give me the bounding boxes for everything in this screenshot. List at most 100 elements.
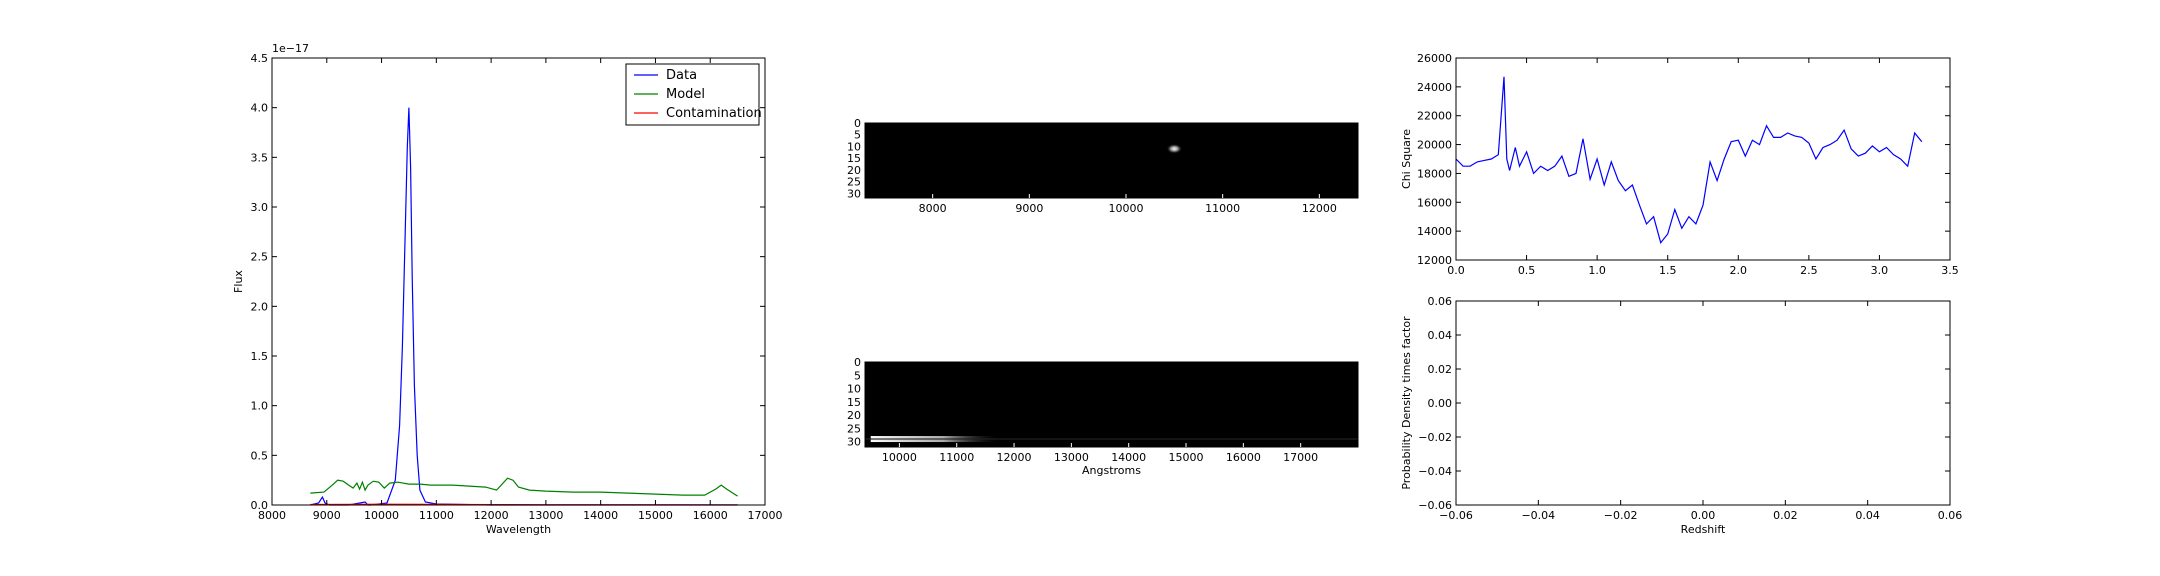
spectrum-ytick-label: 4.0 [251,102,269,115]
chi-square-ytick-label: 18000 [1417,167,1452,180]
image-bottom-faint-band [865,438,1358,441]
chi-square-ytick-label: 22000 [1417,110,1452,123]
image-bottom-xtick-label: 11000 [939,451,974,464]
image-bottom-xtick-label: 13000 [1054,451,1089,464]
chi-square-xtick-label: 0.5 [1518,264,1536,277]
image-bottom-ytick-label: 15 [847,396,861,409]
chi-square-xtick-label: 1.5 [1659,264,1677,277]
chi-square-axes [1455,57,1951,261]
image-top-ytick-label: 10 [847,140,861,153]
chi-square-ytick-label: 24000 [1417,81,1452,94]
legend-label-contamination: Contamination [666,106,762,121]
chi-square-xtick-label: 2.5 [1800,264,1818,277]
image-top-xtick-label: 9000 [1015,202,1043,215]
spectrum-xtick-label: 16000 [693,509,728,522]
image-bottom-ytick-label: 30 [847,436,861,449]
spectrum-ytick-label: 1.5 [251,350,269,363]
probability-ylabel: Probability Density times factor [1400,316,1413,490]
spectrum-xtick-label: 11000 [419,509,454,522]
image-top-xtick-label: 12000 [1302,202,1337,215]
image-bottom-background [865,362,1358,447]
image-top-ytick-label: 30 [847,187,861,200]
probability-xtick-label: 0.02 [1773,509,1798,522]
spectrum-ytick-label: 0.5 [251,449,269,462]
spectrum-xlabel: Wavelength [486,523,551,536]
spectrum-xtick-label: 14000 [583,509,618,522]
probability-ytick-label: −0.06 [1418,499,1452,512]
spectrum-xtick-label: 15000 [638,509,673,522]
image-top-ytick-label: 0 [854,117,861,130]
spectrum-ylabel: Flux [232,270,245,293]
spectrum-ytick-label: 0.0 [251,499,269,512]
image-bottom-xtick-label: 17000 [1283,451,1318,464]
probability-xtick-label: −0.04 [1521,509,1555,522]
image-bottom-xtick-label: 16000 [1226,451,1261,464]
probability-xtick-label: 0.06 [1938,509,1963,522]
spectrum-ytick-label: 1.0 [251,400,269,413]
image-bottom-xtick-label: 12000 [997,451,1032,464]
image-bottom-xlabel: Angstroms [1082,464,1141,477]
image-bottom-xtick-label: 14000 [1111,451,1146,464]
image-top-xtick-label: 10000 [1109,202,1144,215]
probability-axes [1455,300,1951,506]
spectrum-axes [271,57,766,506]
probability-ytick-label: −0.02 [1418,431,1452,444]
probability-ytick-label: −0.04 [1418,465,1452,478]
legend-label-data: Data [666,68,697,83]
chi-square-ytick-label: 12000 [1417,254,1452,267]
spectrum-ytick-label: 4.5 [251,52,269,65]
chi-square-xtick-label: 3.0 [1871,264,1889,277]
image-top-xtick-label: 8000 [919,202,947,215]
spectrum-offset-label: 1e−17 [272,42,309,55]
image-top-axes [864,122,1359,199]
chi-square-xtick-label: 1.0 [1588,264,1606,277]
image-bottom-ytick-label: 0 [854,356,861,369]
spectrum-ytick-label: 3.5 [251,151,269,164]
image-top-ytick-label: 5 [854,129,861,142]
image-bottom-xtick-label: 10000 [882,451,917,464]
chi-square-xtick-label: 2.0 [1730,264,1748,277]
probability-ytick-label: 0.00 [1428,397,1453,410]
spectrum-xtick-label: 9000 [313,509,341,522]
image-bottom-ytick-label: 25 [847,422,861,435]
spectrum-xtick-label: 12000 [474,509,509,522]
series-line-model [310,477,738,497]
probability-xtick-label: −0.06 [1439,509,1473,522]
image-bottom-ytick-label: 20 [847,409,861,422]
image-bottom-axes [864,361,1359,448]
probability-xtick-label: −0.02 [1604,509,1638,522]
chi-square-xtick-label: 0.0 [1447,264,1465,277]
image-top-ytick-label: 20 [847,164,861,177]
image-top-xtick-label: 11000 [1205,202,1240,215]
spectrum-ytick-label: 2.0 [251,300,269,313]
image-top-source [1166,143,1183,154]
spectrum-xtick-label: 10000 [364,509,399,522]
probability-xtick-label: 0.04 [1855,509,1880,522]
image-top-ytick-label: 25 [847,176,861,189]
series-line-data [310,107,738,506]
chi-square-ytick-label: 16000 [1417,196,1452,209]
spectrum-xtick-label: 13000 [528,509,563,522]
image-top-background [865,123,1358,198]
probability-xtick-label: 0.00 [1691,509,1716,522]
chi-square-ylabel: Chi Square [1400,129,1413,189]
chi-square-series-line [1455,76,1923,244]
image-bottom-xtick-label: 15000 [1169,451,1204,464]
chi-square-ytick-label: 20000 [1417,139,1452,152]
probability-ytick-label: 0.02 [1428,363,1453,376]
legend-label-model: Model [666,87,705,102]
image-top-ytick-label: 15 [847,152,861,165]
chi-square-ytick-label: 14000 [1417,225,1452,238]
spectrum-xtick-label: 8000 [258,509,286,522]
image-bottom-ytick-label: 10 [847,383,861,396]
spectrum-xtick-label: 17000 [748,509,783,522]
probability-ytick-label: 0.04 [1428,329,1453,342]
image-bottom-ytick-label: 5 [854,369,861,382]
chi-square-xtick-label: 3.5 [1941,264,1959,277]
chi-square-ytick-label: 26000 [1417,52,1452,65]
spectrum-ytick-label: 3.0 [251,201,269,214]
probability-ytick-label: 0.06 [1428,295,1453,308]
probability-xlabel: Redshift [1681,523,1726,536]
spectrum-ytick-label: 2.5 [251,251,269,264]
